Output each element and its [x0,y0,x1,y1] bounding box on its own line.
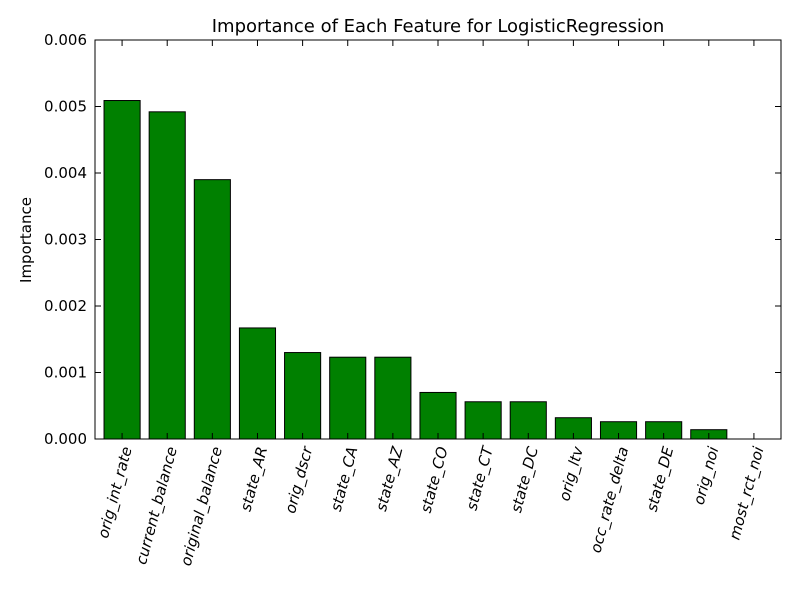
x-tick-label-orig-ltv: orig_ltv [555,444,588,504]
y-tick-label: 0.004 [44,164,87,182]
bar-state-az [374,356,412,440]
x-tick-label-state-de: state_DE [643,444,679,514]
x-tick-label-current-balance: current_balance [132,445,182,567]
x-tick-label-state-co: state_CO [417,444,453,515]
x-tick-label-occ-rate-delta: occ_rate_delta [587,445,634,555]
bar-orig-int-rate [103,100,141,440]
x-tick-label-orig-noi: orig_noi [690,444,724,507]
bars-group [103,100,728,440]
x-tick-label-state-az: state_AZ [372,444,408,513]
y-axis-label: Importance [17,197,35,283]
bar-original-balance [193,179,231,440]
y-tick-label: 0.005 [44,98,87,116]
x-tick-label-most-rct-noi: most_rct_noi [725,444,768,542]
plot-frame [94,39,782,440]
x-tick-label-state-dc: state_DC [507,444,543,515]
bar-state-dc [509,401,547,440]
y-tick-label: 0.002 [44,297,87,315]
bar-state-ct [464,401,502,440]
bar-current-balance [148,111,186,440]
x-tick-label-orig-int-rate: orig_int_rate [94,445,137,541]
x-tick-label-original-balance: original_balance [177,445,227,568]
bar-state-co [419,391,457,440]
x-tick-label-orig-dscr: orig_dscr [281,444,317,516]
bar-orig-dscr [284,352,322,440]
y-axis-ticks: 0.000 0.001 0.002 0.003 0.004 0.005 0.006 [44,31,781,448]
bar-state-ar [238,327,277,440]
y-tick-label: 0.001 [44,364,87,382]
y-tick-label: 0.000 [44,430,87,448]
y-tick-label: 0.006 [44,31,87,49]
x-tick-label-state-ca: state_CA [327,445,362,514]
x-tick-label-state-ar: state_AR [237,445,272,514]
bar-state-ca [329,356,367,440]
chart-title: Importance of Each Feature for LogisticR… [212,16,665,37]
x-tick-label-state-ct: state_CT [463,443,499,513]
y-tick-label: 0.003 [44,231,87,249]
